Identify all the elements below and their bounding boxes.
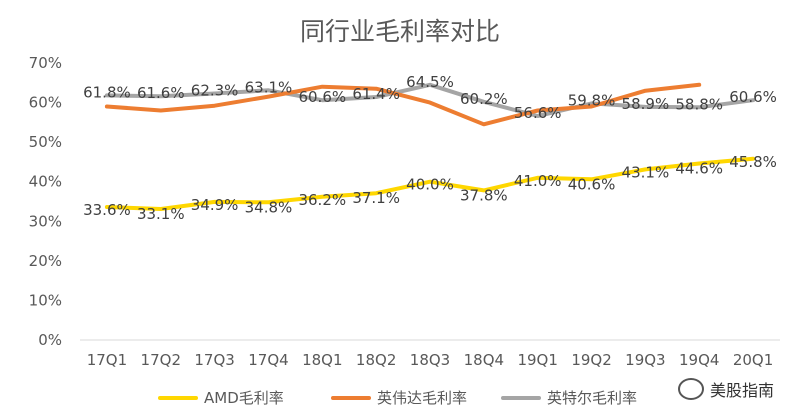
data-label: 36.2%: [298, 191, 346, 209]
series-point: [374, 191, 378, 195]
x-tick-label: 18Q2: [356, 351, 396, 369]
series-point: [105, 93, 109, 97]
series-point: [482, 188, 486, 192]
data-label: 41.0%: [514, 172, 562, 190]
series-point: [697, 83, 701, 87]
data-label: 60.6%: [729, 88, 777, 106]
data-label: 58.8%: [675, 95, 723, 113]
legend-label: 英特尔毛利率: [547, 389, 637, 407]
watermark-text: 美股指南: [709, 381, 774, 400]
series-point: [159, 108, 163, 112]
x-tick-label: 17Q4: [248, 351, 288, 369]
series-point: [751, 157, 755, 161]
data-label: 43.1%: [622, 163, 670, 181]
x-tick-label: 17Q3: [194, 351, 234, 369]
y-tick-label: 50%: [29, 133, 62, 151]
data-label: 60.2%: [460, 90, 508, 108]
series-point: [482, 122, 486, 126]
series-point: [536, 176, 540, 180]
series-point: [428, 83, 432, 87]
data-label: 34.9%: [191, 196, 239, 214]
data-label: 61.6%: [137, 84, 185, 102]
x-tick-label: 20Q1: [733, 351, 773, 369]
data-label: 40.0%: [406, 176, 454, 194]
data-label: 37.1%: [352, 189, 400, 207]
series-line-1: [104, 82, 702, 127]
x-tick-label: 17Q2: [141, 351, 181, 369]
series-point: [751, 98, 755, 102]
series-point: [590, 101, 594, 105]
y-tick-label: 0%: [38, 331, 62, 349]
series-point: [320, 85, 324, 89]
data-label: 59.8%: [568, 91, 616, 109]
data-label: 64.5%: [406, 73, 454, 91]
data-label: 61.4%: [352, 85, 400, 103]
y-tick-label: 70%: [29, 54, 62, 72]
series-point: [643, 105, 647, 109]
series-point: [482, 100, 486, 104]
y-tick-label: 60%: [29, 94, 62, 112]
data-label: 63.1%: [245, 78, 293, 96]
data-label: 33.1%: [137, 205, 185, 223]
watermark: 美股指南: [677, 377, 774, 401]
chart-title: 同行业毛利率对比: [299, 17, 500, 46]
series-point: [105, 105, 109, 109]
series-point: [374, 87, 378, 91]
data-label: 44.6%: [675, 160, 723, 178]
series-point: [643, 167, 647, 171]
data-label: 34.8%: [245, 198, 293, 216]
series-point: [590, 177, 594, 181]
series-point: [159, 94, 163, 98]
series-point: [105, 205, 109, 209]
x-tick-label: 19Q2: [571, 351, 611, 369]
data-label: 33.6%: [83, 201, 131, 219]
data-label: 62.3%: [191, 81, 239, 99]
data-label: 58.9%: [622, 95, 670, 113]
x-tick-label: 18Q3: [410, 351, 450, 369]
x-tick-label: 19Q1: [517, 351, 557, 369]
legend-label: AMD毛利率: [204, 389, 284, 407]
x-tick-label: 17Q1: [87, 351, 127, 369]
series-point: [590, 105, 594, 109]
series-point: [536, 108, 540, 112]
series-point: [159, 207, 163, 211]
data-label: 60.6%: [298, 88, 346, 106]
data-label: 45.8%: [729, 153, 777, 171]
series-point: [320, 195, 324, 199]
y-tick-label: 20%: [29, 252, 62, 270]
data-label: 40.6%: [568, 175, 616, 193]
x-tick-label: 19Q4: [679, 351, 719, 369]
series-point: [266, 200, 270, 204]
data-label: 56.6%: [514, 104, 562, 122]
wechat-icon: [677, 378, 704, 400]
series-point: [266, 95, 270, 99]
series-point: [428, 180, 432, 184]
legend-label: 英伟达毛利率: [377, 389, 467, 407]
series-point: [643, 89, 647, 93]
series-point: [213, 104, 217, 108]
series-point: [213, 200, 217, 204]
x-tick-label: 18Q1: [302, 351, 342, 369]
data-label: 37.8%: [460, 186, 508, 204]
series-point: [266, 88, 270, 92]
y-tick-label: 40%: [29, 173, 62, 191]
data-label: 61.8%: [83, 83, 131, 101]
series-point: [697, 105, 701, 109]
series-point: [213, 91, 217, 95]
series-point: [320, 98, 324, 102]
y-tick-label: 10%: [29, 291, 62, 309]
series-point: [536, 114, 540, 118]
y-tick-label: 30%: [29, 212, 62, 230]
x-tick-label: 19Q3: [625, 351, 665, 369]
series-point: [374, 95, 378, 99]
x-tick-label: 18Q4: [464, 351, 504, 369]
series-point: [697, 162, 701, 166]
series-point: [428, 101, 432, 105]
